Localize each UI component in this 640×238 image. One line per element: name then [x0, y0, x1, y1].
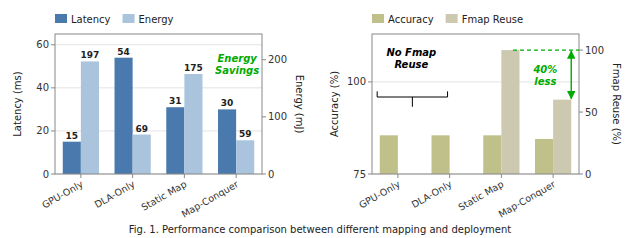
data-label: 69	[135, 124, 148, 134]
tick-mark	[51, 130, 55, 131]
data-label: 15	[66, 131, 79, 141]
data-label: 31	[169, 96, 182, 106]
legend-label: Latency	[71, 14, 111, 25]
annotation: 40%less	[532, 64, 557, 87]
bar	[380, 135, 398, 174]
tick-mark	[397, 174, 398, 178]
bar	[483, 135, 501, 174]
tick-mark	[132, 174, 133, 178]
y-axis-label: Accuracy (%)	[329, 71, 340, 137]
legend-swatch	[372, 14, 384, 23]
x-tick-label: Static Map	[139, 178, 188, 213]
caption: Fig. 1. Performance comparison between d…	[129, 224, 512, 235]
tick-mark	[501, 174, 502, 178]
y2-tick-label: 100	[585, 45, 604, 56]
y-tick-label: 0	[43, 169, 49, 180]
chart: 75 100 0 50 100 Accuracy (%) Fmap Reuse (%) GPU…	[329, 14, 622, 220]
text-line: Savings	[215, 65, 259, 76]
tick-mark	[368, 174, 372, 175]
legend-swatch	[55, 14, 67, 23]
bar	[166, 107, 184, 174]
bar	[115, 58, 133, 174]
legend-swatch	[446, 14, 458, 23]
bracket	[377, 91, 447, 106]
tick-mark	[51, 44, 55, 45]
tick-mark	[449, 174, 450, 178]
tick-mark	[579, 174, 583, 175]
bar	[535, 139, 553, 174]
data-label: 59	[239, 129, 252, 139]
text-line: Energy	[217, 53, 257, 64]
tick-mark	[262, 59, 266, 60]
tick-mark	[368, 81, 372, 82]
legend-label: Accuracy	[388, 14, 434, 25]
bar	[432, 135, 450, 174]
x-tick-label: Map-Conquer	[179, 178, 240, 219]
bar	[184, 74, 202, 174]
y2-tick-label: 0	[585, 169, 591, 180]
tick-mark	[579, 50, 583, 51]
data-label: 30	[221, 98, 234, 108]
bar	[81, 61, 99, 174]
tick-mark	[80, 174, 81, 178]
text-line: less	[534, 76, 556, 87]
bar	[236, 140, 254, 174]
data-label: 175	[184, 63, 203, 73]
data-label: 197	[81, 50, 100, 60]
bar	[63, 142, 81, 174]
y-tick-label: 100	[347, 76, 366, 87]
annotation: EnergySavings	[215, 53, 259, 76]
legend-label: Fmap Reuse	[462, 14, 524, 25]
bar	[133, 135, 151, 174]
x-tick-label: GPU-Only	[40, 178, 85, 210]
y2-tick-label: 0	[268, 169, 274, 180]
tick-mark	[184, 174, 185, 178]
tick-mark	[579, 112, 583, 113]
x-tick-label: Map-Conquer	[496, 178, 557, 219]
y2-axis-label: Energy (mJ)	[294, 75, 305, 134]
legend: Accuracy Fmap Reuse	[372, 14, 523, 25]
chart: 0 20 40 60 0 100 200 Latency (ms) Energy (mJ) GPU…	[12, 14, 305, 220]
y-tick-label: 60	[36, 39, 49, 50]
tick-mark	[236, 174, 237, 178]
y2-tick-label: 100	[268, 111, 287, 122]
reference-line	[513, 49, 579, 50]
legend-swatch	[123, 14, 135, 23]
tick-mark	[51, 174, 55, 175]
legend-label: Energy	[139, 14, 174, 25]
bar	[501, 50, 519, 174]
page: {"chart_data": [ {"type": "bar", "catego…	[0, 0, 640, 238]
bars	[380, 50, 571, 174]
x-tick-label: DLA-Only	[93, 178, 137, 210]
y2-tick-label: 200	[268, 54, 287, 65]
annotation: No FmapReuse	[386, 47, 436, 70]
y2-axis-label: Fmap Reuse (%)	[611, 63, 622, 145]
text-line: Reuse	[394, 59, 428, 70]
y2-tick-label: 50	[585, 107, 598, 118]
y-tick-label: 75	[353, 169, 366, 180]
plot-frame	[372, 34, 579, 174]
text-line: No Fmap	[386, 47, 436, 58]
tick-mark	[262, 174, 266, 175]
plot-frame	[55, 34, 262, 174]
tick-mark	[553, 174, 554, 178]
y-tick-label: 40	[36, 82, 49, 93]
y-axis-label: Latency (ms)	[12, 71, 23, 137]
bar	[218, 109, 236, 174]
double-arrow	[571, 51, 572, 99]
x-tick-label: DLA-Only	[410, 178, 454, 210]
x-tick-label: Static Map	[456, 178, 505, 213]
text-line: 40%	[532, 64, 557, 75]
tick-mark	[51, 87, 55, 88]
bar	[553, 100, 571, 174]
data-label: 54	[117, 47, 130, 57]
tick-mark	[262, 116, 266, 117]
figure: 0 20 40 60 0 100 200 Latency (ms) Energy (mJ) GPU…	[0, 0, 640, 238]
grid-line	[55, 44, 262, 45]
x-tick-label: GPU-Only	[357, 178, 402, 210]
y-tick-label: 20	[36, 125, 49, 136]
legend: Latency Energy	[55, 14, 174, 25]
